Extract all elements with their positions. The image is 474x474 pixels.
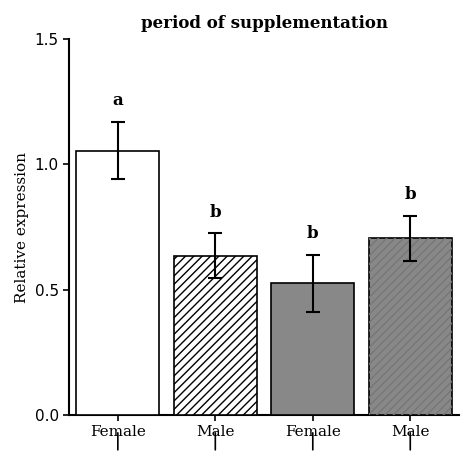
Text: b: b — [210, 204, 221, 221]
Bar — [76, 151, 159, 415]
Bar — [271, 283, 354, 415]
Text: a: a — [112, 92, 123, 109]
Text: b: b — [404, 186, 416, 203]
Bar — [174, 256, 257, 415]
Text: b: b — [307, 225, 319, 242]
Title: period of supplementation: period of supplementation — [141, 15, 388, 32]
Bar — [174, 256, 257, 415]
Bar — [369, 238, 452, 415]
Bar — [369, 238, 452, 415]
Y-axis label: Relative expression: Relative expression — [15, 152, 29, 302]
